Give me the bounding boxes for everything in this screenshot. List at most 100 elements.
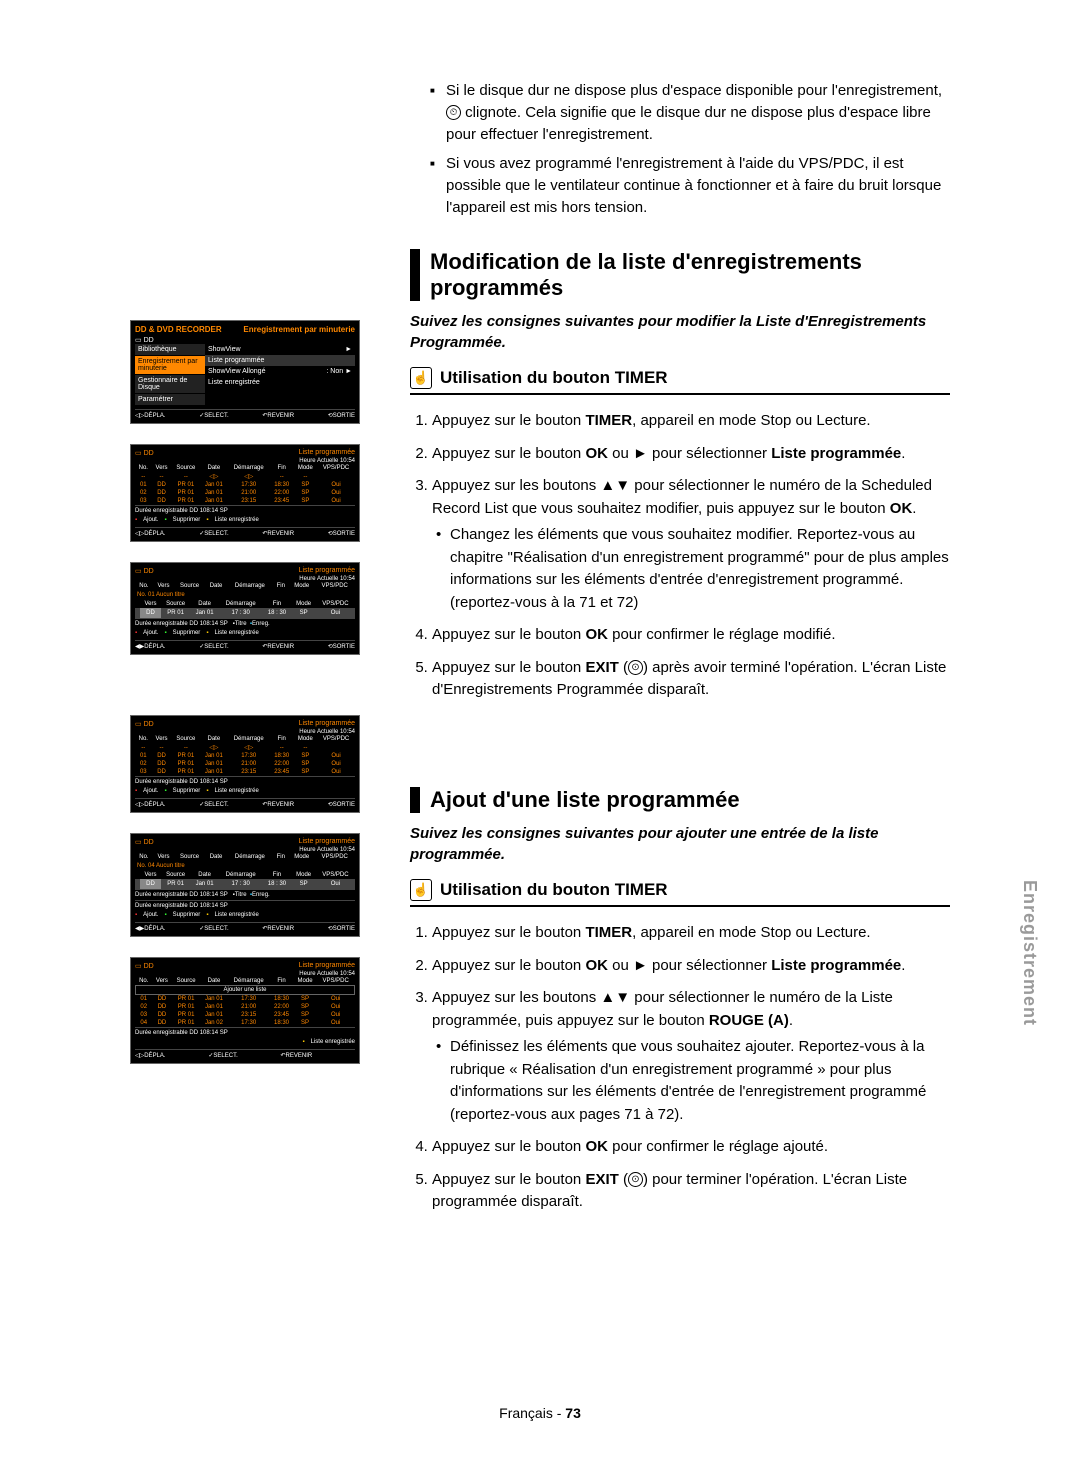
step-text: .: [789, 1012, 793, 1029]
step-bold: EXIT: [585, 1171, 618, 1188]
osd-foot-depla: ◁▷DÉPLA.: [135, 530, 166, 537]
osd-duration: Durée enregistrable DD 108:14 SP: [135, 892, 228, 898]
osd-list-title: Liste programmée: [299, 838, 355, 846]
osd-left-item: Paramétrer: [135, 394, 205, 405]
footer-page: 73: [565, 1405, 581, 1421]
osd-right-menu: ShowView ► Liste programmée ShowView Allo…: [205, 344, 355, 406]
osd-list-title: Liste programmée: [299, 567, 355, 575]
osd-screen-list: ▭ DDListe programmée Heure Actuelle 10:5…: [130, 715, 360, 813]
step-item: Appuyez sur le bouton TIMER, appareil en…: [432, 410, 950, 433]
step-text: ou ► pour sélectionner: [608, 957, 771, 974]
note-text: Si le disque dur ne dispose plus d'espac…: [446, 82, 942, 99]
osd-duration: Durée enregistrable DD 108:14 SP: [135, 776, 355, 787]
step-bold: OK: [585, 445, 608, 462]
footer-lang: Français: [499, 1405, 553, 1421]
step-text: , appareil en mode Stop ou Lecture.: [632, 924, 871, 941]
osd-dd-label: DD: [144, 721, 154, 728]
step-bold: OK: [890, 500, 913, 517]
osd-message: No. 01 Aucun titre: [135, 590, 355, 600]
step-text: Appuyez sur le bouton: [432, 626, 585, 643]
step-bold: ROUGE (A): [709, 1012, 789, 1029]
osd-tag: Ajout.: [143, 912, 158, 918]
osd-dd-label: DD: [144, 337, 154, 344]
subhead-row: ☝ Utilisation du bouton TIMER: [410, 367, 950, 395]
step-text: (: [619, 659, 628, 676]
osd-tag: Ajout.: [143, 630, 158, 636]
osd-tag: Supprimer: [173, 630, 201, 636]
step-item: Appuyez sur le bouton TIMER, appareil en…: [432, 922, 950, 945]
osd-table: No.VersSourceDateDémarrageFinModeVPS/PDC…: [135, 464, 355, 505]
osd-foot-select: ✓SELECT.: [199, 925, 228, 932]
section-title-add: Ajout d'une liste programmée: [410, 787, 950, 813]
steps-list-modify: Appuyez sur le bouton TIMER, appareil en…: [410, 410, 950, 702]
step-sub: Changez les éléments que vous souhaitez …: [432, 524, 950, 614]
osd-right-item: Liste enregistrée: [208, 379, 260, 386]
step-text: Appuyez sur le bouton: [432, 1138, 585, 1155]
osd-foot-select: ✓SELECT.: [199, 643, 228, 650]
osd-right-val: : Non ►: [326, 368, 352, 375]
osd-tag: Liste enregistrée: [214, 788, 258, 794]
osd-foot-revenir: ↶REVENIR: [262, 643, 294, 650]
osd-screen-list: ▭ DDListe programmée Heure Actuelle 10:5…: [130, 444, 360, 542]
step-text: (: [619, 1171, 628, 1188]
subhead-row: ☝ Utilisation du bouton TIMER: [410, 879, 950, 907]
step-item: Appuyez sur le bouton EXIT (⊙) après avo…: [432, 657, 950, 702]
steps-list-add: Appuyez sur le bouton TIMER, appareil en…: [410, 922, 950, 1214]
hand-timer-icon: ☝: [410, 367, 432, 389]
osd-foot-depla: ◁▷DÉPLA.: [135, 1052, 166, 1059]
osd-right-item: ShowView Allongé: [208, 368, 265, 375]
hand-timer-icon: ☝: [410, 879, 432, 901]
osd-foot-revenir: ↶REVENIR: [262, 530, 294, 537]
step-text: .: [901, 957, 905, 974]
osd-right-item: ShowView: [208, 346, 241, 353]
step-item: Appuyez sur les boutons ▲▼ pour sélectio…: [432, 987, 950, 1126]
osd-right-val: ►: [345, 346, 352, 353]
note-item: Si le disque dur ne dispose plus d'espac…: [430, 80, 950, 145]
osd-footer: ◁▷DÉPLA. ✓SELECT. ↶REVENIR ⟲SORTIE: [135, 409, 355, 419]
osd-column: DD & DVD RECORDER Enregistrement par min…: [130, 320, 370, 1084]
exit-icon: ⊙: [628, 1172, 643, 1187]
step-bold: Liste programmée: [771, 957, 901, 974]
osd-foot-revenir: ↶REVENIR: [281, 1052, 313, 1059]
osd-foot-sortie: ⟲SORTIE: [328, 412, 355, 419]
osd-foot-sortie: ⟲SORTIE: [328, 925, 355, 932]
step-bold: TIMER: [585, 412, 632, 429]
osd-tag: Enreg.: [252, 892, 270, 898]
step-item: Appuyez sur le bouton OK ou ► pour sélec…: [432, 955, 950, 978]
step-bold: OK: [585, 1138, 608, 1155]
osd-duration: Durée enregistrable DD 108:14 SP: [135, 1027, 355, 1038]
osd-tag: Liste enregistrée: [311, 1039, 355, 1045]
notes-list: Si le disque dur ne dispose plus d'espac…: [430, 80, 950, 219]
osd-dd-label: DD: [144, 568, 154, 575]
osd-screen-menu: DD & DVD RECORDER Enregistrement par min…: [130, 320, 360, 424]
osd-duration: Durée enregistrable DD 108:14 SP: [135, 505, 355, 516]
step-item: Appuyez sur le bouton OK pour confirmer …: [432, 1136, 950, 1159]
step-text: .: [912, 500, 916, 517]
osd-foot-sortie: ⟲SORTIE: [328, 801, 355, 808]
step-bold: Liste programmée: [771, 445, 901, 462]
osd-tag: Liste enregistrée: [214, 517, 258, 523]
osd-tag: Titre: [235, 892, 247, 898]
osd-list-title: Liste programmée: [299, 720, 355, 728]
osd-foot-sortie: ⟲SORTIE: [328, 530, 355, 537]
osd-foot-revenir: ↶REVENIR: [262, 412, 294, 419]
osd-duration: Durée enregistrable DD 108:14 SP: [135, 621, 228, 627]
step-item: Appuyez sur le bouton OK pour confirmer …: [432, 624, 950, 647]
step-bold: OK: [585, 957, 608, 974]
osd-dd-label: DD: [144, 450, 154, 457]
osd-tag: Enreg.: [252, 621, 270, 627]
step-text: ou ► pour sélectionner: [608, 445, 771, 462]
osd-message: No. 04 Aucun titre: [135, 861, 355, 871]
osd-screen-edit: ▭ DDListe programmée Heure Actuelle 10:5…: [130, 562, 360, 655]
osd-tag: Liste enregistrée: [214, 912, 258, 918]
osd-tag: Ajout.: [143, 517, 158, 523]
osd-left-item: Enregistrement par minuterie: [135, 356, 205, 374]
step-text: Appuyez sur le bouton: [432, 1171, 585, 1188]
step-item: Appuyez sur le bouton EXIT (⊙) pour term…: [432, 1169, 950, 1214]
osd-left-menu: Bibliothèque Enregistrement par minuteri…: [135, 344, 205, 406]
osd-list-title: Liste programmée: [299, 962, 355, 970]
osd-list-title: Liste programmée: [299, 449, 355, 457]
osd-tag: Liste enregistrée: [214, 630, 258, 636]
step-bold: OK: [585, 626, 608, 643]
osd-right-item: Liste programmée: [208, 357, 264, 364]
